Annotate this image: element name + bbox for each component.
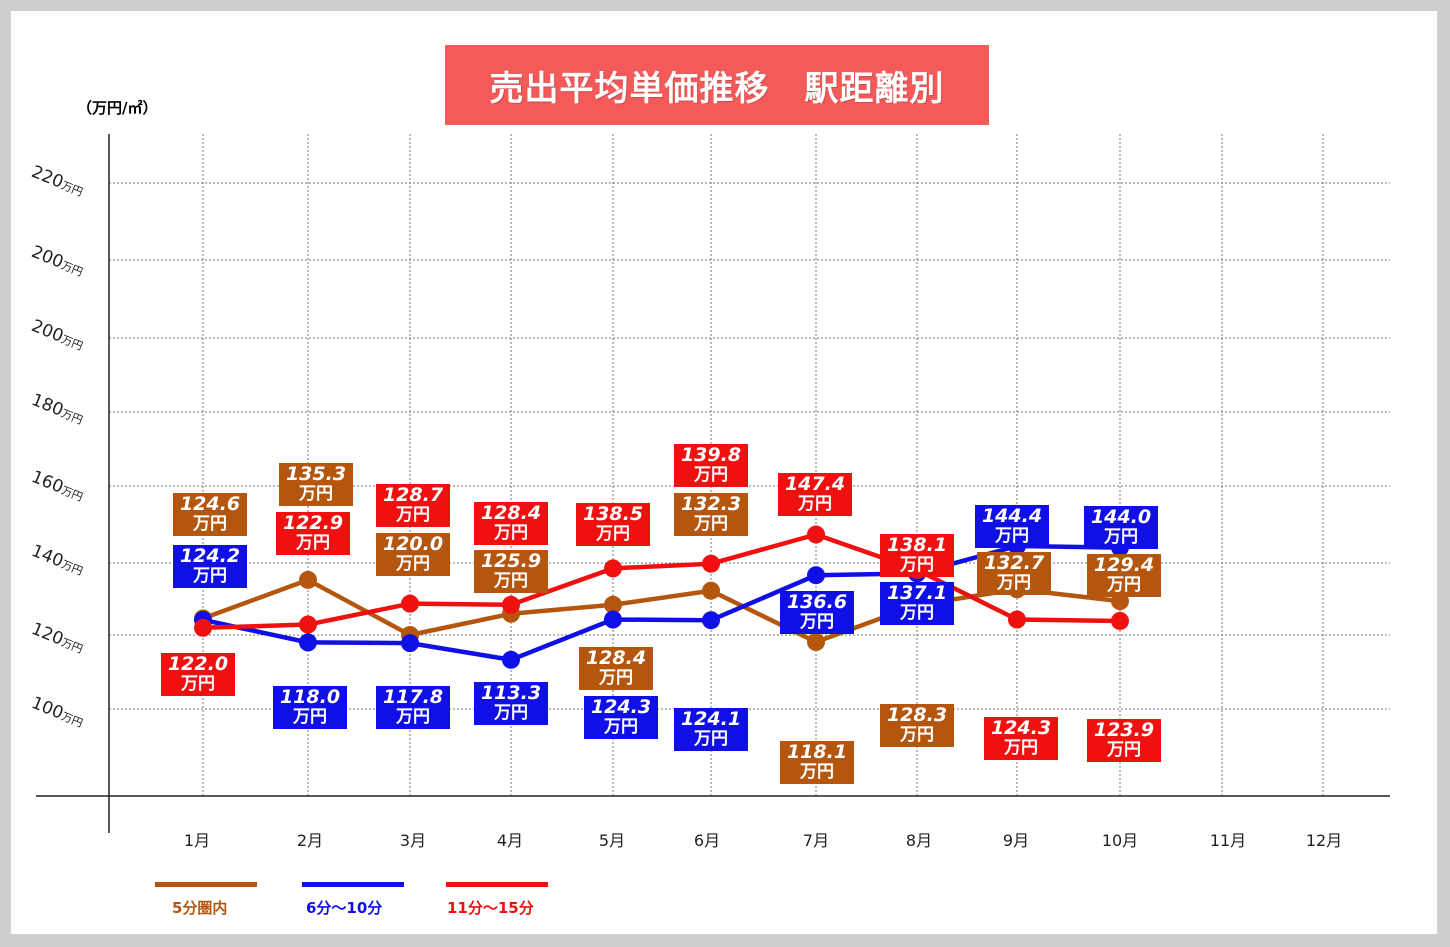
x-tick-label: 8月 [905, 831, 933, 850]
data-point-red [401, 594, 419, 613]
data-point-red [502, 595, 520, 614]
chart-frame: 売出平均単価推移 駅距離別 （万円/㎡） 100万円 120万円 140万円 160万… [11, 11, 1437, 934]
data-label-blue: 137.1 万円 [880, 582, 954, 625]
data-label-red: 147.4 万円 [778, 473, 852, 516]
x-tick-label: 12月 [1305, 831, 1343, 850]
x-tick-label: 1月 [183, 831, 211, 850]
data-label-blue: 118.0 万円 [273, 686, 347, 729]
data-label-red: 139.8 万円 [674, 444, 748, 487]
data-label-red: 122.0 万円 [161, 653, 235, 696]
data-label-red: 128.7 万円 [376, 484, 450, 527]
data-label-blue: 136.6 万円 [780, 591, 854, 634]
data-point-blue [502, 650, 520, 669]
x-tick-label: 6月 [693, 831, 721, 850]
x-tick-label: 11月 [1209, 831, 1247, 850]
data-point-red [194, 618, 212, 637]
data-label-red: 138.1 万円 [880, 534, 954, 577]
data-point-red [299, 615, 317, 634]
data-label-red: 122.9 万円 [276, 512, 350, 555]
data-label-brown: 129.4 万円 [1087, 554, 1161, 597]
data-point-blue [702, 611, 720, 630]
x-tick-label: 5月 [598, 831, 626, 850]
data-label-brown: 132.3 万円 [674, 493, 748, 536]
x-tick-label: 3月 [399, 831, 427, 850]
data-point-brown [807, 633, 825, 652]
series-line-blue [202, 543, 1121, 663]
data-label-brown: 132.7 万円 [977, 552, 1051, 595]
data-label-blue: 124.3 万円 [584, 696, 658, 739]
legend-label-red: 11分～15分 [447, 899, 534, 917]
data-point-blue [807, 566, 825, 585]
x-tick-label: 9月 [1002, 831, 1030, 850]
series-line-brown [202, 577, 1121, 645]
legend-swatch-blue [302, 882, 404, 887]
x-tick-label: 2月 [296, 831, 324, 850]
legend-swatch-red [446, 882, 548, 887]
data-point-blue [401, 634, 419, 653]
data-label-brown: 118.1 万円 [780, 741, 854, 784]
legend-label-blue: 6分～10分 [306, 899, 383, 917]
data-label-brown: 128.3 万円 [880, 704, 954, 747]
data-label-blue: 124.2 万円 [173, 545, 247, 588]
data-point-brown [299, 570, 317, 589]
data-label-blue: 144.4 万円 [975, 505, 1049, 548]
data-label-brown: 128.4 万円 [579, 647, 653, 690]
y-axis-unit-label: （万円/㎡） [77, 99, 158, 117]
data-point-blue [299, 633, 317, 652]
data-label-red: 128.4 万円 [474, 502, 548, 545]
data-label-brown: 120.0 万円 [376, 533, 450, 576]
data-label-brown: 125.9 万円 [474, 550, 548, 593]
data-point-red [1008, 610, 1026, 629]
x-tick-label: 10月 [1101, 831, 1139, 850]
data-label-red: 124.3 万円 [984, 717, 1058, 760]
data-label-brown: 135.3 万円 [279, 463, 353, 506]
data-point-brown [702, 581, 720, 600]
data-point-red [604, 559, 622, 578]
data-label-brown: 124.6 万円 [173, 493, 247, 536]
data-label-blue: 117.8 万円 [376, 686, 450, 729]
data-label-blue: 124.1 万円 [674, 708, 748, 751]
data-label-blue: 144.0 万円 [1084, 506, 1158, 549]
data-point-brown [604, 595, 622, 614]
data-point-red [702, 554, 720, 573]
data-point-blue [604, 610, 622, 629]
x-tick-label: 7月 [802, 831, 830, 850]
data-label-blue: 113.3 万円 [474, 682, 548, 725]
legend-label-brown: 5分圏内 [172, 899, 228, 917]
data-point-red [1111, 611, 1129, 630]
series-line-red [202, 532, 1121, 631]
data-label-red: 138.5 万円 [576, 503, 650, 546]
x-tick-label: 4月 [496, 831, 524, 850]
legend-swatch-brown [155, 882, 257, 887]
chart-title: 売出平均単価推移 駅距離別 [445, 45, 989, 125]
data-point-red [807, 525, 825, 544]
data-label-red: 123.9 万円 [1087, 719, 1161, 762]
